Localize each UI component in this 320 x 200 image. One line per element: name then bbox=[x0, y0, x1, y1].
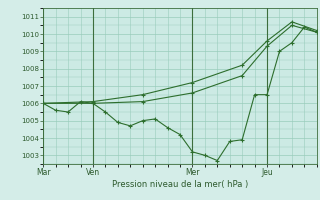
X-axis label: Pression niveau de la mer( hPa ): Pression niveau de la mer( hPa ) bbox=[112, 180, 248, 189]
